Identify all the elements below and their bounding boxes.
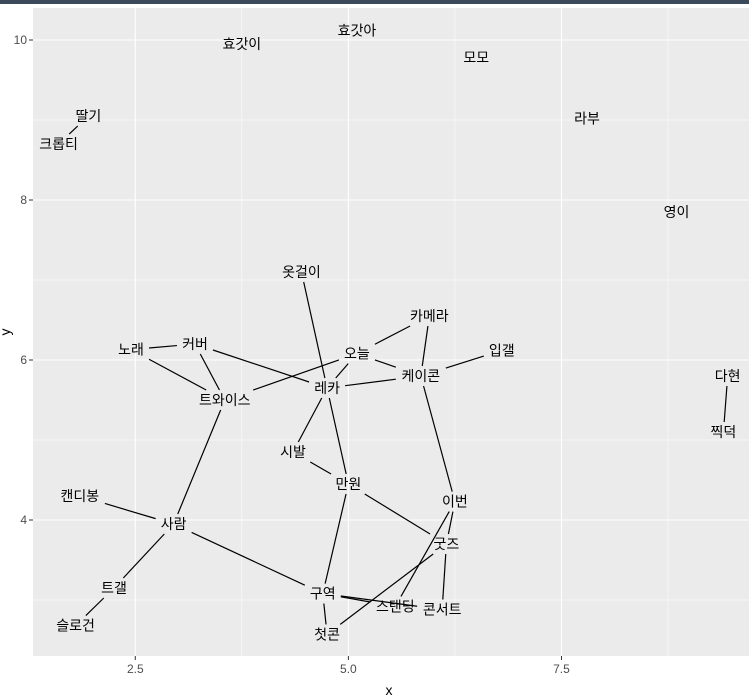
edge-카메라-케이콘 <box>421 325 429 367</box>
node-label: 케이콘 <box>402 369 441 385</box>
plot-panel <box>33 8 749 656</box>
edge-구역-첫콘 <box>323 603 327 625</box>
x-axis: 2.5 5.0 7.5 <box>127 656 570 676</box>
node-label: 모모 <box>463 51 489 67</box>
node-label: 라부 <box>574 111 600 127</box>
edge-케이콘-이번 <box>422 385 453 492</box>
edge-레카-만원 <box>328 397 347 475</box>
edge-오늘-케이콘 <box>374 359 397 368</box>
edge-커버-레카 <box>212 349 310 383</box>
node-label: 크롭티 <box>39 137 78 153</box>
edge-케이콘-레카 <box>344 378 396 387</box>
node-label: 스탠딩 <box>376 599 415 615</box>
node-label: 다현 <box>715 369 741 385</box>
y-tick-label: 4 <box>20 513 27 527</box>
major-gridlines <box>33 8 749 656</box>
edge-굿즈-콘서트 <box>442 553 447 600</box>
node-label: 효갓아 <box>338 23 377 39</box>
edge-다현-찍덕 <box>723 385 728 423</box>
edge-노래-커버 <box>148 344 178 349</box>
edge-시발-만원 <box>309 461 332 475</box>
y-tick-label: 8 <box>20 193 27 207</box>
edge-만원-구역 <box>324 493 347 584</box>
x-axis-title: x <box>386 682 393 698</box>
edge-레카-시발 <box>297 397 323 443</box>
node-label: 영이 <box>664 205 690 221</box>
node-label: 옷걸이 <box>282 265 321 281</box>
network-edges <box>68 125 728 625</box>
edge-이번-스탠딩 <box>400 511 450 597</box>
node-label: 노래 <box>118 343 144 359</box>
y-axis: 4 6 8 10 <box>14 33 33 527</box>
x-tick-label: 5.0 <box>340 662 357 676</box>
node-label: 오늘 <box>344 347 370 363</box>
node-label: 구역 <box>310 587 336 603</box>
node-label: 트와이스 <box>199 393 251 409</box>
edge-커버-트와이스 <box>199 353 220 391</box>
edge-사람-트갤 <box>122 533 165 579</box>
edge-트와이스-오늘 <box>253 359 340 391</box>
edge-사람-구역 <box>191 531 306 586</box>
x-tick-label: 2.5 <box>127 662 144 676</box>
window-top-edge <box>0 0 749 4</box>
node-label: 레카 <box>314 381 340 397</box>
minor-gridlines <box>33 8 749 656</box>
node-label: 첫콘 <box>314 627 340 643</box>
edge-이번-굿즈 <box>447 511 454 535</box>
node-label: 트갤 <box>101 581 127 597</box>
edge-옷걸이-레카 <box>303 281 326 379</box>
node-label: 딸기 <box>76 109 102 125</box>
edge-만원-굿즈 <box>364 493 431 535</box>
node-label: 이번 <box>442 495 468 511</box>
node-label: 만원 <box>335 477 361 493</box>
edge-입갤-케이콘 <box>445 355 484 369</box>
node-label: 캔디봉 <box>61 489 100 505</box>
node-label: 효갓이 <box>223 37 262 53</box>
edge-오늘-레카 <box>335 363 349 379</box>
y-tick-label: 10 <box>14 33 28 47</box>
edge-노래-트와이스 <box>148 358 207 391</box>
node-label: 찍덕 <box>711 425 737 441</box>
node-label: 콘서트 <box>423 603 462 619</box>
edge-굿즈-첫콘 <box>339 553 434 625</box>
edge-트갤-슬로건 <box>85 597 105 617</box>
edge-구역-콘서트 <box>340 595 418 607</box>
node-label: 사람 <box>161 517 187 533</box>
edge-구역-스탠딩 <box>340 596 371 603</box>
node-label: 커버 <box>182 337 208 353</box>
y-axis-title: y <box>0 329 13 336</box>
node-label: 시발 <box>280 445 306 461</box>
node-label: 카메라 <box>410 309 449 325</box>
node-label: 굿즈 <box>434 537 460 553</box>
node-label: 입갤 <box>489 343 515 359</box>
edge-카메라-오늘 <box>374 325 411 345</box>
edge-딸기-크롭티 <box>68 125 79 135</box>
x-tick-label: 7.5 <box>553 662 570 676</box>
node-label: 슬로건 <box>56 619 95 635</box>
edge-캔디봉-사람 <box>104 502 156 520</box>
y-tick-label: 6 <box>20 353 27 367</box>
edge-트와이스-사람 <box>177 409 222 515</box>
